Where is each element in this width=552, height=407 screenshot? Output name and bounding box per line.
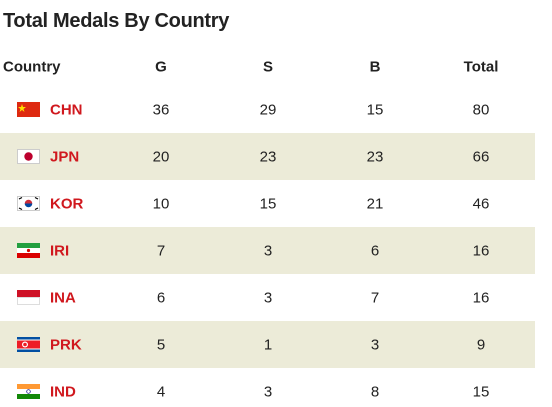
country-code: CHN — [50, 101, 83, 118]
table-row: KOR 10 15 21 46 — [0, 180, 535, 227]
column-header: Total — [463, 58, 499, 76]
medal-count: 10 — [152, 195, 170, 212]
table-row: IRI 7 3 6 16 — [0, 227, 535, 274]
medal-count: 6 — [156, 289, 166, 306]
flag-icon — [17, 243, 40, 258]
column-header: Country — [3, 58, 61, 76]
medal-count: 29 — [259, 101, 277, 118]
medal-count: 3 — [370, 336, 380, 353]
flag-icon — [17, 149, 40, 164]
table-row: INA 6 3 7 16 — [0, 274, 535, 321]
country-code: INA — [50, 289, 76, 306]
medal-count: 5 — [156, 336, 166, 353]
table-row: PRK 5 1 3 9 — [0, 321, 535, 368]
medal-count: 8 — [370, 383, 380, 400]
medal-count: 15 — [259, 195, 277, 212]
medal-count: 3 — [263, 383, 273, 400]
table-row: JPN 20 23 23 66 — [0, 133, 535, 180]
flag-icon — [17, 384, 40, 399]
medal-count: 9 — [476, 336, 486, 353]
title: Total Medals By Country — [3, 10, 230, 32]
flag-icon — [17, 102, 40, 117]
country-code: IRI — [50, 242, 70, 259]
medal-count: 66 — [472, 148, 490, 165]
column-header: S — [262, 58, 274, 76]
table-row: CHN 36 29 15 80 — [0, 86, 535, 133]
column-header: B — [369, 58, 381, 76]
flag-icon — [17, 196, 40, 211]
medal-count: 16 — [472, 289, 490, 306]
medal-count: 23 — [366, 148, 384, 165]
medal-count: 46 — [472, 195, 490, 212]
medal-count: 80 — [472, 101, 490, 118]
medal-count: 3 — [263, 242, 273, 259]
country-code: JPN — [50, 148, 80, 165]
column-header: G — [155, 58, 167, 76]
medal-count: 3 — [263, 289, 273, 306]
medal-count: 7 — [370, 289, 380, 306]
medal-count: 21 — [366, 195, 384, 212]
medal-count: 23 — [259, 148, 277, 165]
flag-icon — [17, 290, 40, 305]
medal-count: 20 — [152, 148, 170, 165]
table-row: IND 4 3 8 15 — [0, 368, 535, 407]
medal-count: 1 — [263, 336, 273, 353]
medal-count: 36 — [152, 101, 170, 118]
medal-count: 4 — [156, 383, 166, 400]
medal-count: 15 — [472, 383, 490, 400]
medal-count: 7 — [156, 242, 166, 259]
country-code: PRK — [50, 336, 82, 353]
medal-count: 16 — [472, 242, 490, 259]
medal-count: 15 — [366, 101, 384, 118]
medal-count: 6 — [370, 242, 380, 259]
country-code: KOR — [50, 195, 84, 212]
flag-icon — [17, 337, 40, 352]
country-code: IND — [50, 383, 76, 400]
